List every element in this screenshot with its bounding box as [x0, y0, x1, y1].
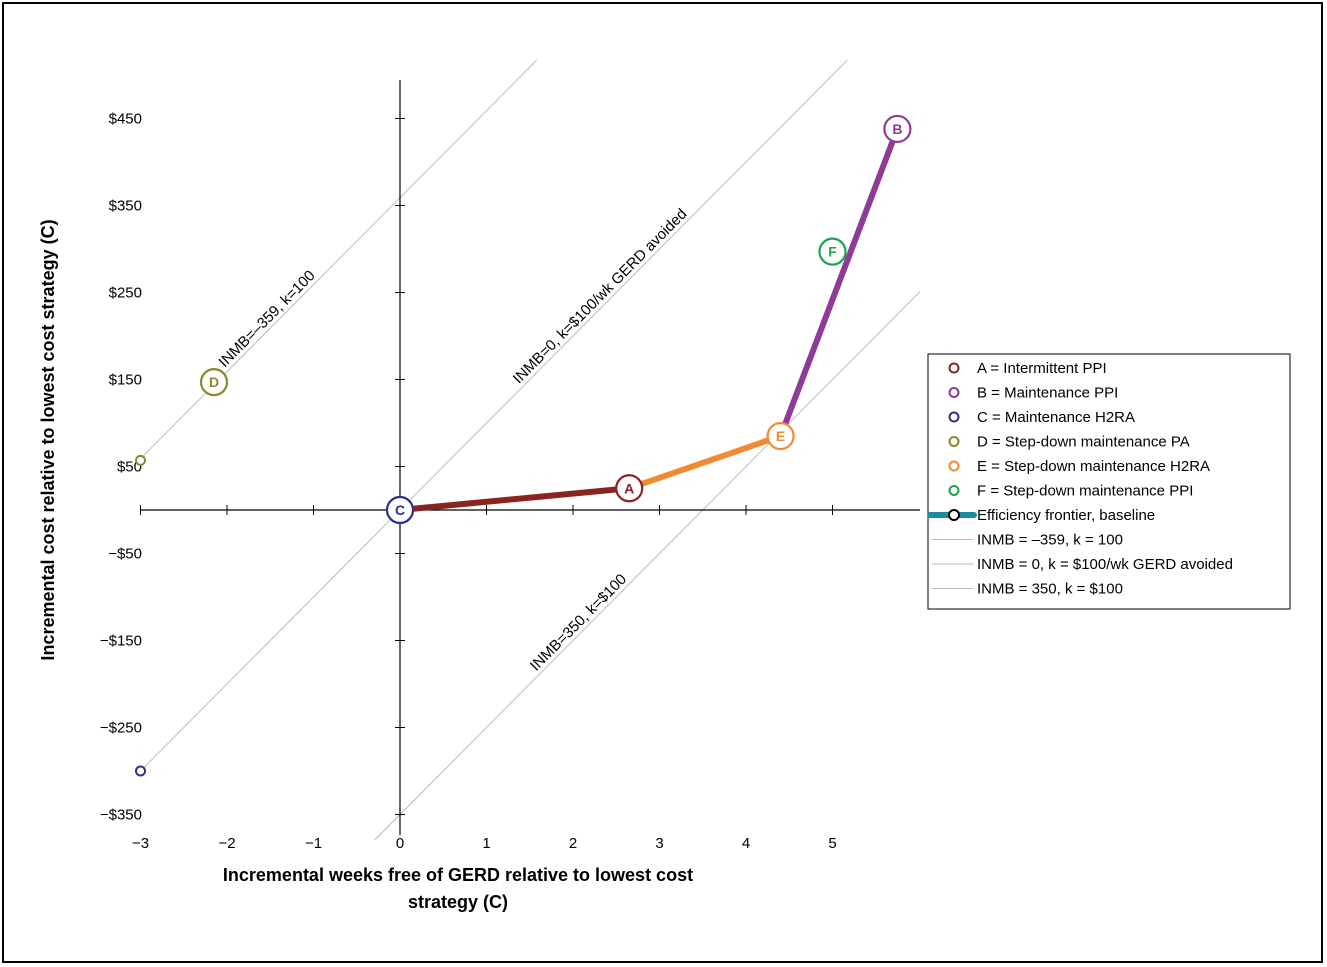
legend-label-8: INMB = 0, k = $100/wk GERD avoided — [977, 556, 1233, 573]
point-marker-A — [615, 474, 644, 503]
point-marker-F — [818, 237, 847, 266]
y-tick-label: −$50 — [108, 546, 142, 563]
legend-marker-1 — [948, 387, 960, 398]
y-tick-label: −$150 — [100, 633, 142, 650]
legend-label-3: D = Step-down maintenance PA — [977, 434, 1190, 451]
small-marker-0 — [135, 454, 146, 466]
x-tick-label: 4 — [742, 835, 750, 852]
x-tick-label: −2 — [218, 835, 235, 852]
legend-label-6: Efficiency frontier, baseline — [977, 507, 1155, 524]
frontier-segment-1 — [626, 433, 784, 492]
point-label-B: B — [892, 121, 902, 137]
x-tick-label: 0 — [396, 835, 404, 852]
legend-marker-3 — [948, 436, 960, 447]
legend-marker-0 — [948, 362, 960, 374]
legend-box — [927, 353, 1291, 610]
inmb-line-2 — [374, 291, 921, 841]
legend-label-0: A = Intermittent PPI — [977, 360, 1107, 377]
inmb-line-1 — [140, 59, 848, 772]
point-marker-C — [385, 495, 415, 525]
x-tick-label: 2 — [569, 835, 577, 852]
point-marker-E — [766, 421, 795, 451]
y-tick-label: $250 — [109, 285, 142, 302]
legend-label-2: C = Maintenance H2RA — [977, 409, 1135, 426]
x-tick-label: 5 — [828, 835, 836, 852]
legend: A = Intermittent PPI B = Maintenance PPI C… — [927, 353, 1291, 610]
legend-frontier-marker — [948, 509, 960, 521]
inmb-label-1: INMB=0, k=$100/wk GERD avoided — [510, 206, 691, 388]
point-label-F: F — [828, 244, 837, 260]
x-axis-title: strategy (C) — [408, 892, 508, 912]
point-label-E: E — [776, 428, 785, 444]
inmb-label-2: INMB=350, k=$100 — [527, 571, 630, 675]
x-tick-label: −3 — [132, 835, 149, 852]
point-label-D: D — [209, 374, 219, 390]
legend-label-5: F = Step-down maintenance PPI — [977, 483, 1193, 500]
legend-marker-5 — [948, 485, 960, 496]
x-tick-label: 3 — [655, 835, 663, 852]
y-tick-label: $450 — [109, 111, 142, 128]
point-label-A: A — [624, 480, 634, 496]
frontier-segment-2 — [777, 125, 901, 440]
x-tick-label: −1 — [305, 835, 322, 852]
legend-marker-2 — [948, 411, 960, 423]
inmb-line-0 — [140, 59, 538, 460]
x-tick-label: 1 — [482, 835, 490, 852]
legend-label-7: INMB = –359, k = 100 — [977, 532, 1123, 549]
point-label-C: C — [395, 502, 405, 518]
efficiency-frontier — [397, 125, 901, 513]
axis-titles: Incremental weeks free of GERD relative … — [38, 219, 693, 912]
point-marker-B — [883, 114, 912, 144]
small-marker-1 — [135, 765, 146, 777]
legend-label-9: INMB = 350, k = $100 — [977, 581, 1123, 598]
legend-label-1: B = Maintenance PPI — [977, 385, 1118, 402]
x-axis-title: Incremental weeks free of GERD relative … — [223, 865, 693, 885]
tick-labels: −3 −2 −1 0 1 2 3 4 5$450$350$250$150$50−$50−$150… — [100, 111, 837, 853]
axes — [140, 80, 920, 835]
inmb-lines: INMB=–359, k=100 INMB=0, k=$100/wk GERD a… — [140, 59, 921, 841]
y-axis-title: Incremental cost relative to lowest cost… — [38, 219, 58, 660]
strategy-points: A B C D E F — [135, 114, 912, 777]
legend-marker-4 — [948, 460, 960, 472]
y-tick-label: −$350 — [100, 807, 142, 824]
frontier-segment-0 — [397, 485, 633, 513]
inmb-label-0: INMB=–359, k=100 — [215, 267, 318, 371]
y-tick-label: $150 — [109, 372, 142, 389]
y-tick-label: −$250 — [100, 720, 142, 737]
y-tick-label: $350 — [109, 198, 142, 215]
legend-label-4: E = Step-down maintenance H2RA — [977, 458, 1210, 475]
point-marker-D — [199, 368, 229, 397]
